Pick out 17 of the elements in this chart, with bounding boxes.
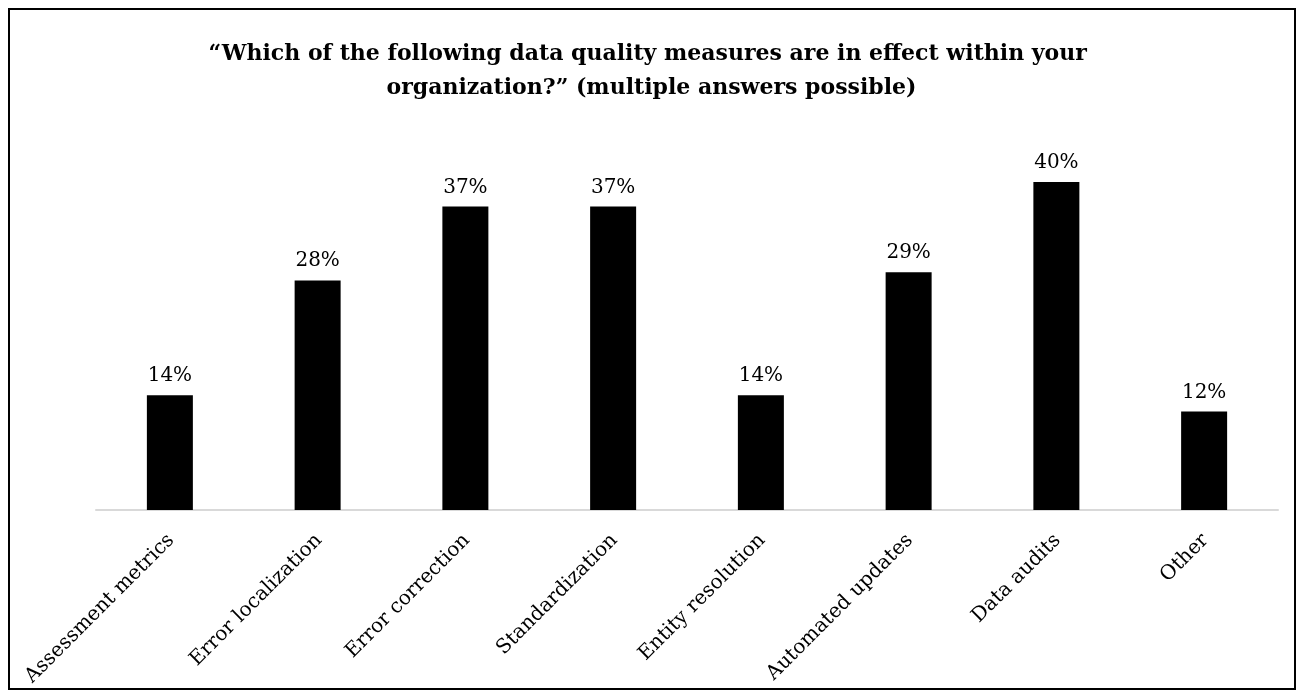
- data-label: 40%: [1034, 149, 1079, 173]
- bar: [590, 206, 637, 510]
- data-label: 29%: [886, 239, 931, 264]
- bar: [294, 280, 341, 510]
- data-label: 37%: [590, 173, 636, 198]
- bar: [442, 206, 489, 510]
- bar: [146, 395, 193, 510]
- bar: [1181, 411, 1228, 510]
- bar: [1033, 182, 1080, 510]
- bar: [885, 272, 932, 510]
- data-label: 37%: [443, 173, 488, 198]
- data-label: 14%: [738, 362, 784, 387]
- data-label: 28%: [295, 247, 340, 272]
- bar: [737, 395, 784, 510]
- chart-title: “Which of the following data quality measures are in effect within your organization?” (multiple answers possible): [208, 39, 1095, 99]
- data-label: 14%: [147, 362, 193, 387]
- data-label: 12%: [1181, 378, 1227, 403]
